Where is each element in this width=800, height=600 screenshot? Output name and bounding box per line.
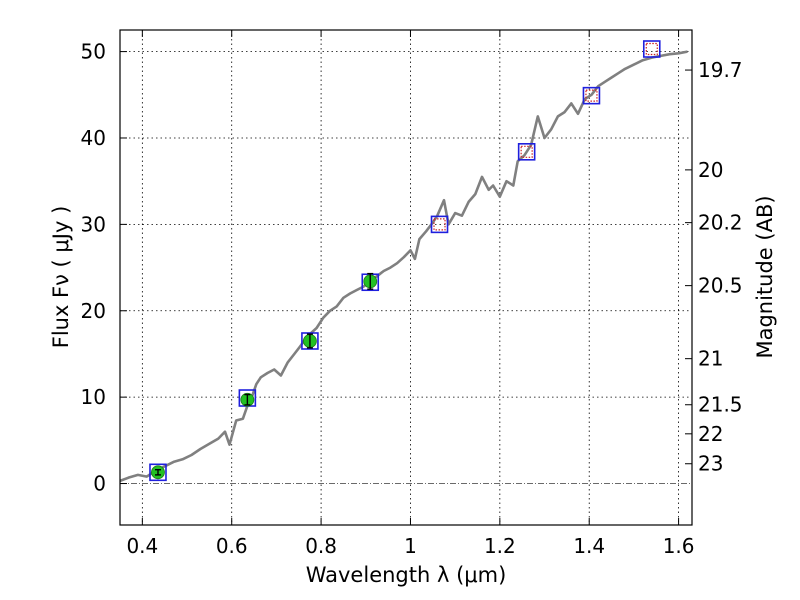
y-tick-label: 40 [81, 126, 106, 150]
x-tick-label: 1 [404, 534, 417, 558]
x-tick-label: 0.6 [216, 534, 248, 558]
ticks [120, 30, 692, 525]
y-tick-labels: 0 10 20 30 40 50 [81, 40, 106, 496]
model-point [642, 40, 661, 58]
upper-limit-point [645, 42, 658, 56]
grid [120, 30, 692, 525]
model-series [149, 40, 661, 482]
x-tick-label: 0.8 [305, 534, 337, 558]
right-tick-label: 23 [698, 452, 723, 476]
x-tick-label: 1.4 [573, 534, 605, 558]
upper-limit-point [433, 218, 446, 231]
y-axis-title: Flux Fν ( μJy ) [49, 206, 73, 349]
right-axis-title: Magnitude (AB) [753, 195, 777, 358]
y-tick-label: 30 [81, 212, 106, 236]
x-axis-title: Wavelength λ (μm) [306, 563, 507, 587]
spectrum-series [119, 50, 688, 483]
right-tick-label: 20.5 [698, 274, 743, 298]
right-tick-label: 20.2 [698, 211, 743, 235]
upper-limit-series [433, 42, 658, 231]
right-tick-label: 20 [698, 158, 723, 182]
x-tick-label: 1.2 [484, 534, 516, 558]
y-tick-label: 0 [93, 472, 106, 496]
model-point [430, 215, 449, 234]
detection-series [151, 272, 378, 480]
right-tick-label: 22 [698, 422, 723, 446]
y-tick-label: 50 [81, 40, 106, 64]
right-tick-label: 21 [698, 347, 723, 371]
spectrum-line [119, 50, 688, 483]
upper-limit-point [520, 145, 533, 158]
model-point [149, 463, 167, 482]
plot-frame [119, 29, 693, 526]
right-tick-label: 21.5 [698, 393, 743, 417]
model-point [517, 143, 536, 161]
x-tick-label: 1.6 [663, 534, 695, 558]
right-tick-labels: 19.7 20 20.2 20.5 21 21.5 22 23 [698, 58, 743, 476]
upper-limit-point [585, 89, 598, 102]
model-point [582, 86, 601, 105]
right-tick-label: 19.7 [698, 58, 743, 82]
x-tick-labels: 0.4 0.6 0.8 1 1.2 1.4 1.6 [126, 534, 694, 558]
x-tick-label: 0.4 [126, 534, 158, 558]
y-tick-label: 20 [81, 299, 106, 323]
y-tick-label: 10 [81, 385, 106, 409]
model-point [301, 332, 319, 350]
